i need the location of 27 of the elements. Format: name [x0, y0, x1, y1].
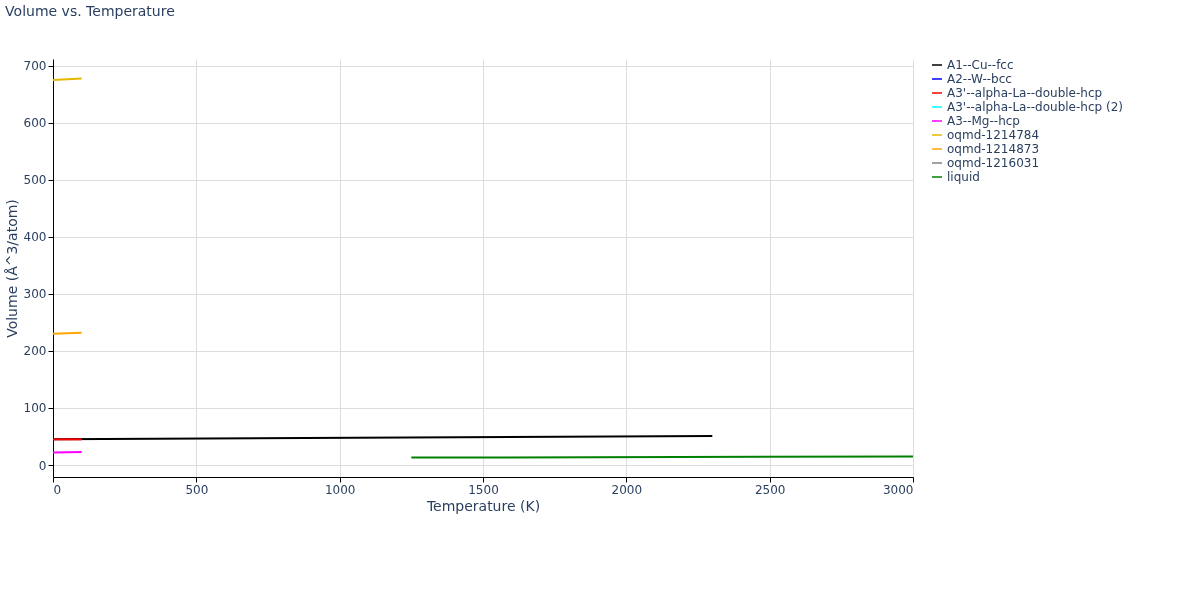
legend-label: oqmd-1214873 — [947, 142, 1040, 156]
x-tick-label: 2000 — [611, 482, 643, 497]
x-tick-label: 2500 — [754, 482, 786, 497]
y-tick-label: 500 — [23, 173, 47, 188]
legend-label: A1--Cu--fcc — [947, 58, 1014, 72]
y-tick-label: 700 — [23, 59, 47, 74]
x-axis-title: Temperature (K) — [425, 497, 541, 514]
y-tick-label: 400 — [23, 230, 47, 245]
legend-label: oqmd-1216031 — [947, 156, 1040, 170]
y-tick-label: 600 — [23, 116, 47, 131]
y-axis-title: Volume (Å^3/atom) — [3, 199, 20, 338]
legend-label: A3--Mg--hcp — [947, 114, 1020, 128]
y-tick-label: 100 — [23, 401, 47, 416]
x-tick-label: 1500 — [468, 482, 499, 497]
chart-title: Volume vs. Temperature — [5, 3, 175, 19]
y-tick-label: 0 — [38, 458, 47, 473]
legend-label: A3'--alpha-La--double-hcp (2) — [947, 100, 1123, 114]
y-tick-label: 300 — [23, 287, 47, 302]
x-tick-label: 0 — [53, 482, 62, 497]
legend-label: oqmd-1214784 — [947, 128, 1040, 142]
x-tick-label: 1000 — [324, 482, 356, 497]
legend-label: liquid — [947, 170, 980, 184]
legend-label: A2--W--bcc — [947, 72, 1012, 86]
y-tick-label: 200 — [23, 344, 47, 359]
legend-label: A3'--alpha-La--double-hcp — [947, 86, 1103, 100]
x-tick-label: 3000 — [882, 482, 914, 497]
x-tick-label: 500 — [185, 482, 209, 497]
